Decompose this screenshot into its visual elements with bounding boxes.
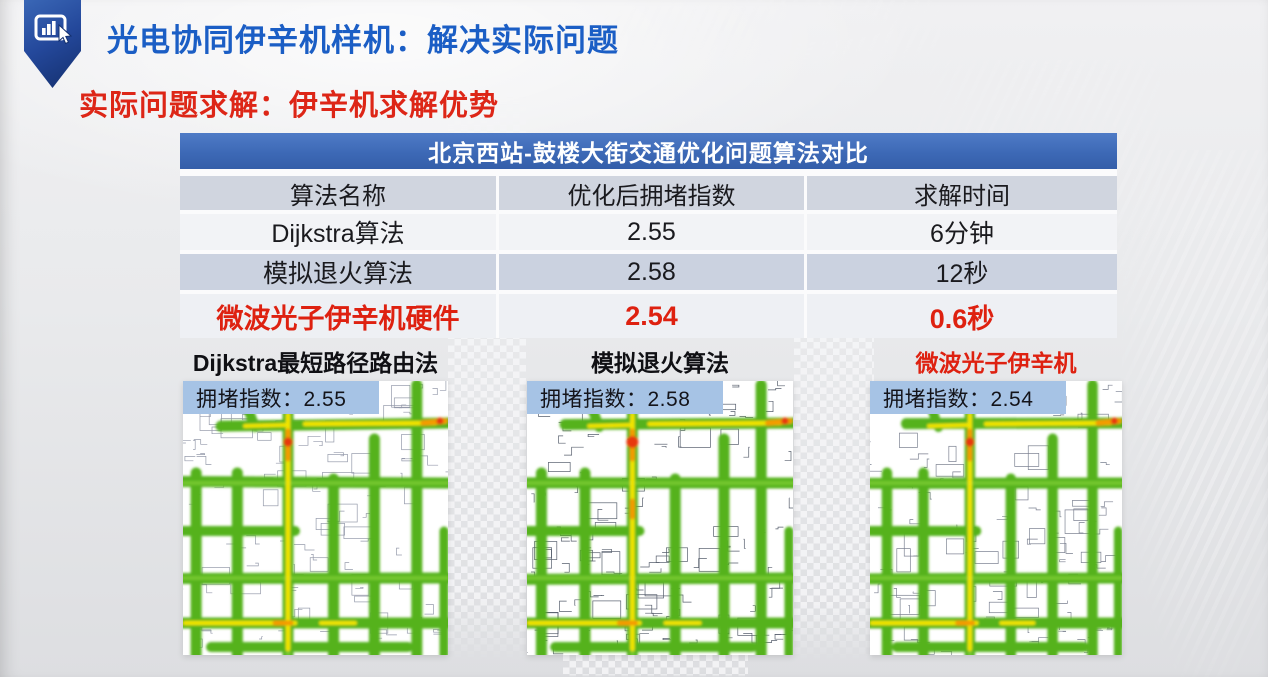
cell-algorithm: 模拟退火算法: [180, 254, 496, 290]
cell-algorithm: 微波光子伊辛机硬件: [180, 294, 496, 338]
cell-time: 6分钟: [807, 214, 1117, 250]
congestion-badge: 拥堵指数：2.54: [870, 381, 1066, 414]
column-header-congestion: 优化后拥堵指数: [499, 176, 804, 210]
cell-congestion: 2.55: [499, 214, 804, 250]
map-label-dijkstra: Dijkstra最短路径路由法: [192, 350, 439, 376]
map-label-annealing: 模拟退火算法: [591, 350, 729, 376]
table-header-row: 算法名称 优化后拥堵指数 求解时间: [180, 176, 1117, 210]
cell-time: 12秒: [807, 254, 1117, 290]
column-header-algorithm: 算法名称: [180, 176, 496, 210]
traffic-heatmap-ising: 拥堵指数：2.54: [870, 381, 1122, 655]
traffic-map-image: [183, 381, 448, 655]
traffic-heatmap-annealing: 拥堵指数：2.58: [527, 381, 793, 655]
traffic-map-image: [870, 381, 1122, 655]
congestion-badge: 拥堵指数：2.55: [183, 381, 379, 414]
table-row: Dijkstra算法 2.55 6分钟: [180, 214, 1117, 250]
presentation-chart-icon: [34, 14, 72, 45]
map-label-ising: 微波光子伊辛机: [915, 350, 1077, 376]
algorithm-comparison-table: 北京西站-鼓楼大街交通优化问题算法对比 算法名称 优化后拥堵指数 求解时间 Di…: [180, 133, 1117, 338]
congestion-badge: 拥堵指数：2.58: [527, 381, 723, 414]
traffic-heatmap-dijkstra: 拥堵指数：2.55: [183, 381, 448, 655]
background-pattern: [600, 0, 940, 64]
section-subtitle: 实际问题求解：伊辛机求解优势: [79, 90, 500, 122]
traffic-map-image: [527, 381, 793, 655]
cell-algorithm: Dijkstra算法: [180, 214, 496, 250]
table-row: 模拟退火算法 2.58 12秒: [180, 254, 1117, 290]
cell-congestion: 2.54: [499, 294, 804, 338]
table-title: 北京西站-鼓楼大街交通优化问题算法对比: [180, 133, 1117, 169]
table-row-highlighted: 微波光子伊辛机硬件 2.54 0.6秒: [180, 294, 1117, 338]
background-pattern: [1122, 150, 1268, 677]
column-header-time: 求解时间: [807, 176, 1117, 210]
cell-congestion: 2.58: [499, 254, 804, 290]
slide-title: 光电协同伊辛机样机：解决实际问题: [107, 23, 619, 58]
cell-time: 0.6秒: [807, 294, 1117, 338]
slide-logo-pennant: [24, 0, 81, 88]
